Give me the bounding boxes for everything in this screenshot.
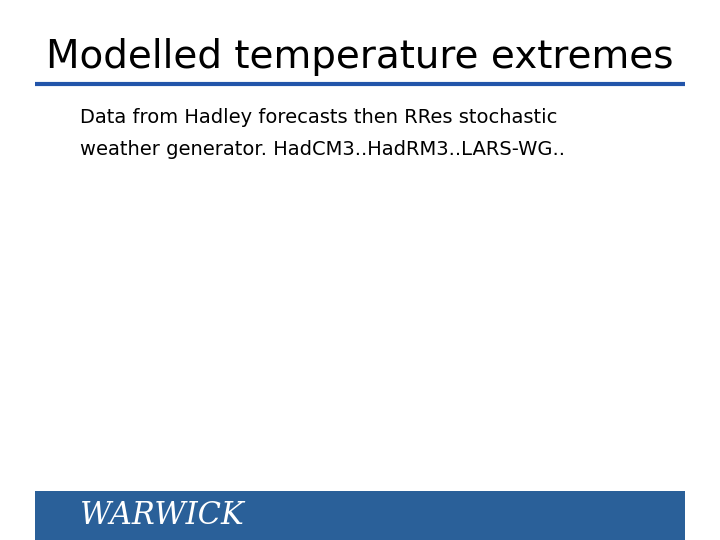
Text: Data from Hadley forecasts then RRes stochastic: Data from Hadley forecasts then RRes sto…	[81, 108, 558, 127]
Text: Modelled temperature extremes: Modelled temperature extremes	[46, 38, 674, 76]
Text: WARWICK: WARWICK	[81, 500, 244, 531]
FancyBboxPatch shape	[35, 491, 685, 540]
Text: weather generator. HadCM3..HadRM3..LARS-WG..: weather generator. HadCM3..HadRM3..LARS-…	[81, 140, 565, 159]
